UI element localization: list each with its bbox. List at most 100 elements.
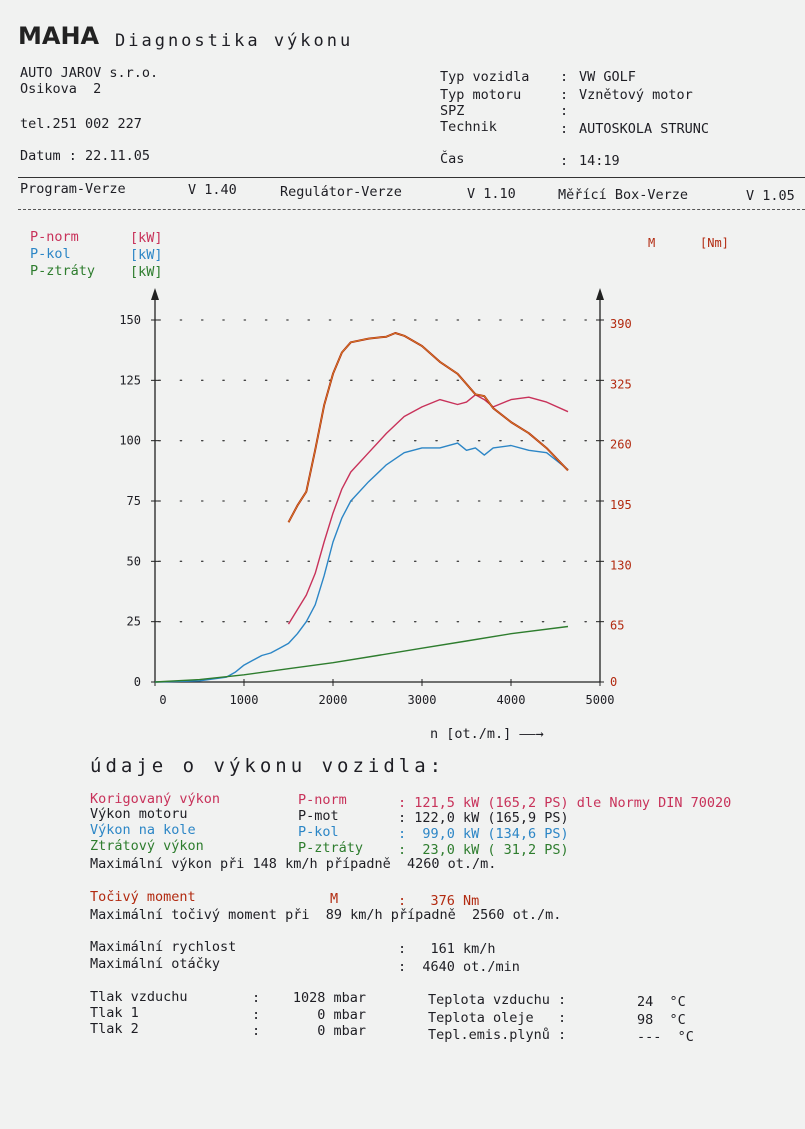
x-tick-label: 1000 — [230, 693, 259, 707]
series-line-p-ztr-ty — [154, 625, 569, 683]
pressure2-label: Tlak 2 — [90, 1021, 139, 1037]
time-label: Čas — [440, 151, 465, 167]
max-rpm-value: : 4640 ot./min — [398, 959, 520, 975]
y-right-tick-label: 130 — [610, 558, 632, 572]
series-line-m — [287, 332, 569, 523]
legend-pnorm-unit: [kW] — [130, 230, 163, 246]
program-version-label: Program-Verze — [20, 181, 126, 197]
y-left-tick-label: 100 — [119, 434, 141, 448]
legend-pztraty-name: P-ztráty — [30, 263, 96, 279]
series-line-m-highlight — [288, 332, 569, 523]
series-line-p-norm — [287, 394, 569, 625]
y-right-tick-label: 0 — [610, 675, 617, 689]
program-version-value: V 1.40 — [188, 182, 237, 198]
result-pnorm-code: P-norm — [298, 792, 347, 808]
regulator-version-value: V 1.10 — [467, 186, 516, 202]
y-right-tick-label: 195 — [610, 498, 632, 512]
x-tick-label: 0 — [159, 693, 166, 707]
results-title: údaje o výkonu vozidla: — [90, 755, 446, 777]
regulator-version-label: Regulátor-Verze — [280, 184, 402, 200]
y-right-tick-label: 325 — [610, 377, 632, 391]
company-phone: tel.251 002 227 — [20, 116, 142, 132]
x-tick-label: 4000 — [497, 693, 526, 707]
chart-series — [154, 332, 569, 683]
y-right-tick-label: 390 — [610, 317, 632, 331]
oil-temp-value: 98 °C — [637, 1012, 686, 1028]
chart-ticks: 0 25 50 75 100 125 150 0 65 130 195 260 325 390 0 1000 2… — [119, 313, 631, 707]
result-pztraty-label: Ztrátový výkon — [90, 838, 204, 854]
x-tick-label: 3000 — [408, 693, 437, 707]
technician-label: Technik — [440, 119, 497, 135]
result-pmot-code: P-mot — [298, 808, 339, 824]
y-left-tick-label: 125 — [119, 373, 141, 387]
torque-code: M — [330, 891, 339, 907]
technician-sep: : — [560, 121, 569, 137]
x-axis-label: n [ot./m.] ——→ — [430, 726, 544, 742]
air-pressure-label: Tlak vzduchu — [90, 989, 188, 1005]
engine-type-sep: : — [560, 87, 569, 103]
company-street: Osikova 2 — [20, 81, 102, 97]
y-axis-right-arrow — [596, 288, 604, 300]
max-speed-label: Maximální rychlost — [90, 939, 237, 955]
legend-pkol-name: P-kol — [30, 246, 71, 262]
exhaust-temp-value: --- °C — [637, 1029, 694, 1045]
pressure2-value: 0 mbar — [317, 1023, 366, 1039]
y-left-tick-label: 0 — [134, 675, 141, 689]
box-version-label: Měřící Box-Verze — [558, 187, 689, 203]
result-pztraty-code: P-ztráty — [298, 840, 364, 856]
engine-type-label: Typ motoru — [440, 87, 522, 103]
time-sep: : — [560, 153, 569, 169]
oil-temp-label: Teplota oleje : — [428, 1010, 567, 1026]
time-value: 14:19 — [579, 153, 620, 169]
max-torque-line: Maximální točivý moment při 89 km/h příp… — [90, 907, 562, 923]
y-right-tick-label: 65 — [610, 619, 624, 633]
company-name: AUTO JAROV s.r.o. — [20, 65, 159, 81]
y-axis-left-arrow — [151, 288, 159, 300]
torque-value: : 376 Nm — [398, 893, 480, 909]
air-temp-value: 24 °C — [637, 994, 686, 1010]
legend-pztraty-unit: [kW] — [130, 264, 163, 280]
legend-pkol-unit: [kW] — [130, 247, 163, 263]
max-rpm-label: Maximální otáčky — [90, 956, 221, 972]
max-speed-value: : 161 km/h — [398, 941, 496, 957]
divider-versions — [18, 209, 805, 210]
vehicle-type-sep: : — [560, 69, 569, 85]
result-pkol-label: Výkon na kole — [90, 822, 196, 838]
result-pkol-code: P-kol — [298, 824, 339, 840]
vehicle-type-value: VW GOLF — [579, 69, 636, 85]
y-left-tick-label: 150 — [119, 313, 141, 327]
legend-pnorm-name: P-norm — [30, 229, 79, 245]
y-right-tick-label: 260 — [610, 438, 632, 452]
max-power-line: Maximální výkon při 148 km/h případně 42… — [90, 856, 497, 872]
air-pressure-value: 1028 mbar — [292, 990, 366, 1006]
air-temp-label: Teplota vzduchu : — [428, 992, 567, 1008]
exhaust-temp-label: Tepl.emis.plynů : — [428, 1027, 567, 1043]
spz-sep: : — [560, 103, 569, 119]
chart-axes — [151, 288, 604, 683]
pressure2-sep: : — [252, 1023, 261, 1039]
vehicle-type-label: Typ vozidla — [440, 69, 530, 85]
pressure1-value: 0 mbar — [317, 1007, 366, 1023]
box-version-value: V 1.05 — [746, 188, 795, 204]
technician-value: AUTOSKOLA STRUNC — [579, 121, 710, 137]
y-left-tick-label: 25 — [127, 615, 141, 629]
result-pmot-value: : 122,0 kW (165,9 PS) — [398, 810, 569, 826]
series-line-p-kol — [154, 442, 569, 683]
page-title: Diagnostika výkonu — [115, 31, 354, 51]
legend-m-name: M — [648, 236, 656, 250]
pressure1-sep: : — [252, 1007, 261, 1023]
y-left-tick-label: 75 — [127, 494, 141, 508]
result-pnorm-label: Korigovaný výkon — [90, 791, 221, 807]
x-tick-label: 2000 — [319, 693, 348, 707]
result-pztraty-value: : 23,0 kW ( 31,2 PS) — [398, 842, 569, 858]
engine-type-value: Vznětový motor — [579, 87, 693, 103]
legend-m-unit: [Nm] — [700, 236, 729, 250]
x-tick-label: 5000 — [586, 693, 615, 707]
result-pmot-label: Výkon motoru — [90, 806, 188, 822]
report-date: Datum : 22.11.05 — [20, 148, 151, 164]
maha-logo: MAHA — [18, 22, 100, 50]
result-pnorm-value: : 121,5 kW (165,2 PS) dle Normy DIN 7002… — [398, 795, 732, 811]
y-left-tick-label: 50 — [127, 554, 141, 568]
spz-label: SPZ — [440, 103, 465, 119]
